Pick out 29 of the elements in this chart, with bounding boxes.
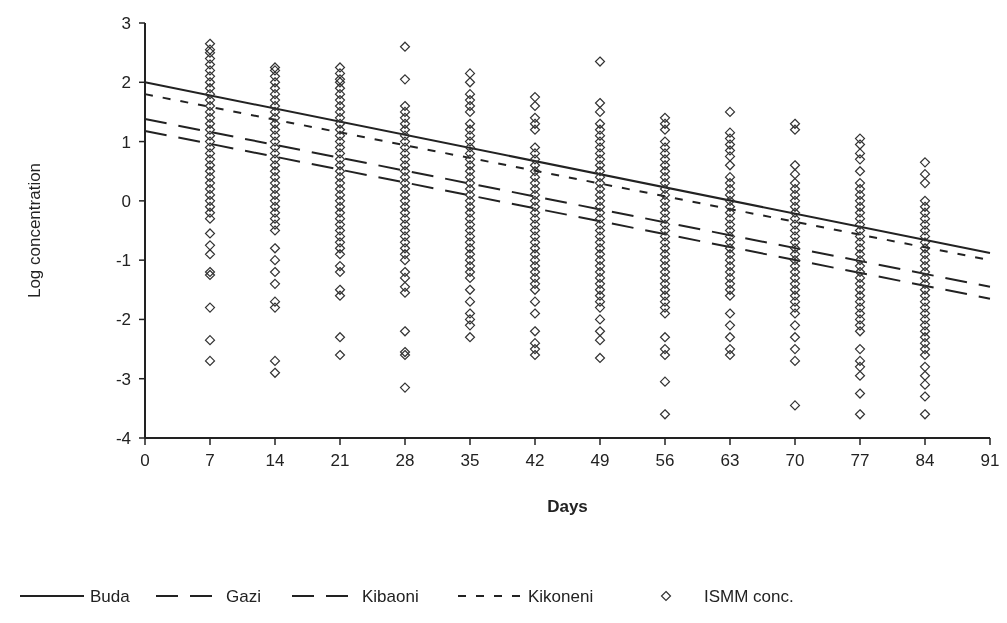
x-tick-label: 77 xyxy=(850,451,870,470)
legend-label: Kibaoni xyxy=(362,587,419,606)
y-tick-label: -3 xyxy=(115,369,131,389)
legend-label: Kikoneni xyxy=(528,587,594,606)
x-tick-label: 0 xyxy=(140,451,150,470)
y-tick-label: -4 xyxy=(115,429,131,448)
x-tick-label: 70 xyxy=(785,451,805,470)
x-tick-label: 14 xyxy=(265,451,285,470)
x-axis-title: Days xyxy=(547,497,588,516)
y-tick-label: 0 xyxy=(121,191,131,211)
y-axis-title: Log concentration xyxy=(25,162,44,299)
x-tick-label: 56 xyxy=(655,451,675,470)
x-tick-label: 28 xyxy=(395,451,415,470)
x-tick-label: 91 xyxy=(980,451,1000,470)
x-tick-label: 84 xyxy=(915,451,935,470)
x-tick-label: 7 xyxy=(205,451,215,470)
x-tick-label: 35 xyxy=(460,451,480,470)
legend-label: Gazi xyxy=(226,587,261,606)
y-tick-label: -1 xyxy=(115,251,131,271)
y-tick-label: -2 xyxy=(115,310,131,330)
x-tick-label: 49 xyxy=(590,451,610,470)
y-tick-label: 1 xyxy=(121,132,131,152)
x-tick-label: 63 xyxy=(720,451,740,470)
legend-label: Buda xyxy=(90,587,131,606)
y-tick-label: 2 xyxy=(121,73,131,93)
legend-label: ISMM conc. xyxy=(704,587,794,606)
x-tick-label: 21 xyxy=(330,451,350,470)
y-tick-label: 3 xyxy=(121,14,131,33)
x-tick-label: 42 xyxy=(525,451,545,470)
